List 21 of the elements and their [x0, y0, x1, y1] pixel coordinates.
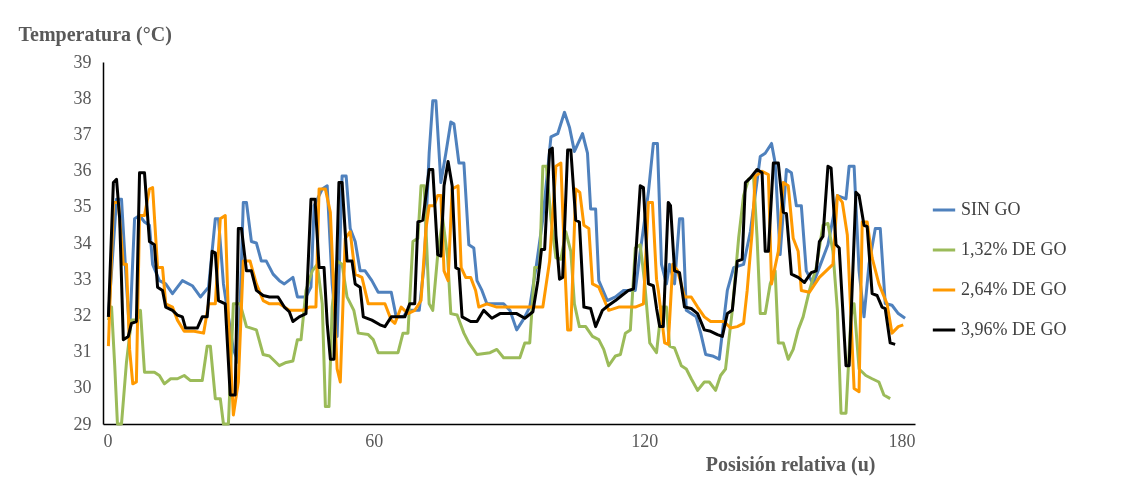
y-tick-label: 37: [73, 123, 92, 144]
x-tick-label: 180: [888, 430, 916, 451]
legend-label: SIN GO: [961, 199, 1021, 219]
y-tick-label: 39: [73, 51, 92, 72]
x-tick-label: 60: [365, 430, 384, 451]
x-tick-label: 120: [631, 430, 659, 451]
legend-label: 1,32% DE GO: [961, 239, 1067, 259]
y-tick-label: 32: [73, 304, 92, 325]
legend-label: 3,96% DE GO: [961, 319, 1067, 339]
y-tick-label: 29: [73, 413, 92, 434]
y-tick-label: 33: [73, 268, 92, 289]
legend-label: 2,64% DE GO: [961, 279, 1067, 299]
y-tick-label: 30: [73, 377, 92, 398]
y-tick-label: 36: [73, 160, 92, 181]
y-tick-label: 38: [73, 87, 92, 108]
y-tick-label: 34: [73, 232, 92, 253]
x-tick-label: 0: [103, 430, 113, 451]
y-tick-label: 35: [73, 196, 92, 217]
y-tick-label: 31: [73, 341, 92, 362]
x-axis-title: Posisión relativa (u): [705, 452, 876, 476]
y-axis-title: Temperatura (°C): [18, 22, 172, 46]
